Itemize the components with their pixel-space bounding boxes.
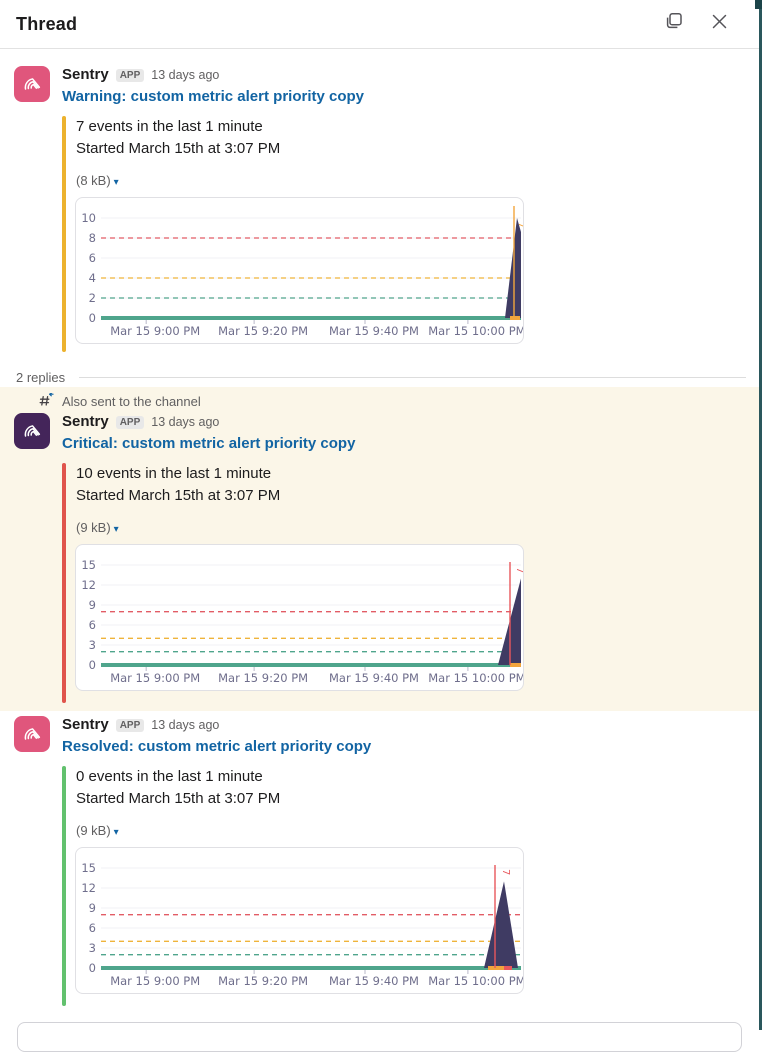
- also-sent-label: Also sent to the channel: [62, 394, 201, 409]
- channel-arrow-icon: [38, 392, 54, 410]
- alert-chart-image[interactable]: 0 2 4 6 8 10 Mar 15 9:00 PM Mar 15 9:20 PM Mar 1…: [75, 197, 524, 344]
- sender-name[interactable]: Sentry: [62, 716, 109, 733]
- chevron-down-icon: ▾: [113, 177, 119, 188]
- message-resolved: Sentry APP 13 days ago Resolved: custom …: [0, 714, 756, 1008]
- app-badge: APP: [115, 416, 145, 429]
- replies-count-label: 2 replies: [16, 369, 66, 385]
- chevron-down-icon: ▾: [113, 524, 119, 535]
- svg-text:2: 2: [89, 291, 96, 305]
- chevron-down-icon: ▾: [113, 827, 119, 838]
- also-sent-note: Also sent to the channel: [38, 392, 201, 410]
- sender-name[interactable]: Sentry: [62, 413, 109, 430]
- svg-text:Mar 15 9:00 PM: Mar 15 9:00 PM: [110, 324, 200, 338]
- attachment-size-toggle[interactable]: (9 kB) ▾: [76, 520, 119, 535]
- svg-text:0: 0: [89, 961, 96, 975]
- app-badge: APP: [115, 719, 145, 732]
- attachment-size-toggle[interactable]: (8 kB) ▾: [76, 173, 119, 188]
- message-timestamp[interactable]: 13 days ago: [151, 718, 220, 732]
- svg-text:8: 8: [89, 231, 96, 245]
- svg-text:3: 3: [89, 638, 96, 652]
- alert-title-link[interactable]: Warning: custom metric alert priority co…: [62, 88, 364, 105]
- svg-text:0: 0: [89, 311, 96, 325]
- svg-text:Mar 15 9:40 PM: Mar 15 9:40 PM: [329, 974, 419, 988]
- sentry-avatar[interactable]: [14, 66, 50, 102]
- message-composer-input[interactable]: [17, 1022, 742, 1052]
- sentry-logo-icon: [19, 416, 45, 447]
- alert-body-line: 0 events in the last 1 minute: [76, 768, 263, 785]
- svg-text:12: 12: [81, 881, 96, 895]
- alert-body-line: Started March 15th at 3:07 PM: [76, 140, 281, 157]
- alert-title-link[interactable]: Resolved: custom metric alert priority c…: [62, 738, 372, 755]
- attachment-size-toggle[interactable]: (9 kB) ▾: [76, 823, 119, 838]
- svg-text:4: 4: [89, 271, 96, 285]
- open-in-window-icon: [664, 12, 683, 36]
- replies-divider: 2 replies: [16, 369, 746, 385]
- svg-text:7: 7: [500, 869, 511, 875]
- open-in-window-button[interactable]: [660, 11, 686, 37]
- svg-text:7: 7: [514, 567, 523, 573]
- svg-text:12: 12: [81, 578, 96, 592]
- svg-text:6: 6: [89, 618, 96, 632]
- svg-text:Mar 15 9:40 PM: Mar 15 9:40 PM: [329, 671, 419, 685]
- svg-text:Mar 15 9:20 PM: Mar 15 9:20 PM: [218, 324, 308, 338]
- svg-text:3: 3: [89, 941, 96, 955]
- svg-text:6: 6: [89, 921, 96, 935]
- svg-text:Mar 15 10:00 PM: Mar 15 10:00 PM: [428, 974, 523, 988]
- app-badge: APP: [115, 69, 145, 82]
- alert-body-line: 7 events in the last 1 minute: [76, 118, 263, 135]
- sentry-logo-icon: [19, 719, 45, 750]
- message-timestamp[interactable]: 13 days ago: [151, 415, 220, 429]
- svg-text:Mar 15 10:00 PM: Mar 15 10:00 PM: [428, 324, 523, 338]
- alert-chart-image[interactable]: 0 3 6 9 12 15 Mar 15 9:00 PM Mar 15 9:20 PM Mar …: [75, 847, 524, 994]
- sentry-avatar[interactable]: [14, 716, 50, 752]
- svg-text:9: 9: [89, 598, 96, 612]
- svg-text:Mar 15 9:20 PM: Mar 15 9:20 PM: [218, 671, 308, 685]
- attachment-accent-bar: [62, 463, 66, 703]
- svg-text:15: 15: [81, 861, 96, 875]
- close-icon: [711, 13, 728, 35]
- svg-text:0: 0: [89, 658, 96, 672]
- svg-text:9: 9: [89, 901, 96, 915]
- sentry-avatar[interactable]: [14, 413, 50, 449]
- message-timestamp[interactable]: 13 days ago: [151, 68, 220, 82]
- window-edge-strip: [759, 0, 762, 1030]
- close-thread-button[interactable]: [706, 11, 732, 37]
- attachment-accent-bar: [62, 116, 66, 352]
- alert-body-line: Started March 15th at 3:07 PM: [76, 487, 281, 504]
- panel-title: Thread: [16, 13, 78, 34]
- svg-text:10: 10: [81, 211, 96, 225]
- svg-text:Mar 15 9:00 PM: Mar 15 9:00 PM: [110, 671, 200, 685]
- svg-text:Mar 15 9:20 PM: Mar 15 9:20 PM: [218, 974, 308, 988]
- svg-text:7: 7: [516, 222, 523, 228]
- svg-text:Mar 15 9:40 PM: Mar 15 9:40 PM: [329, 324, 419, 338]
- window-edge-cap: [755, 0, 762, 9]
- svg-text:Mar 15 9:00 PM: Mar 15 9:00 PM: [110, 974, 200, 988]
- attachment-accent-bar: [62, 766, 66, 1006]
- alert-body-line: 10 events in the last 1 minute: [76, 465, 272, 482]
- divider-line: [79, 376, 746, 378]
- svg-text:15: 15: [81, 558, 96, 572]
- alert-title-link[interactable]: Critical: custom metric alert priority c…: [62, 435, 356, 452]
- sender-name[interactable]: Sentry: [62, 66, 109, 83]
- alert-body-line: Started March 15th at 3:07 PM: [76, 790, 281, 807]
- message-warning: Sentry APP 13 days ago Warning: custom m…: [0, 64, 756, 360]
- alert-chart-image[interactable]: 0 3 6 9 12 15 Mar 15 9:00 PM Mar 15 9:20 PM Mar …: [75, 544, 524, 691]
- thread-panel-header: Thread: [0, 0, 762, 49]
- svg-text:Mar 15 10:00 PM: Mar 15 10:00 PM: [428, 671, 523, 685]
- svg-text:6: 6: [89, 251, 96, 265]
- message-critical: Sentry APP 13 days ago Critical: custom …: [0, 411, 756, 705]
- sentry-logo-icon: [19, 69, 45, 100]
